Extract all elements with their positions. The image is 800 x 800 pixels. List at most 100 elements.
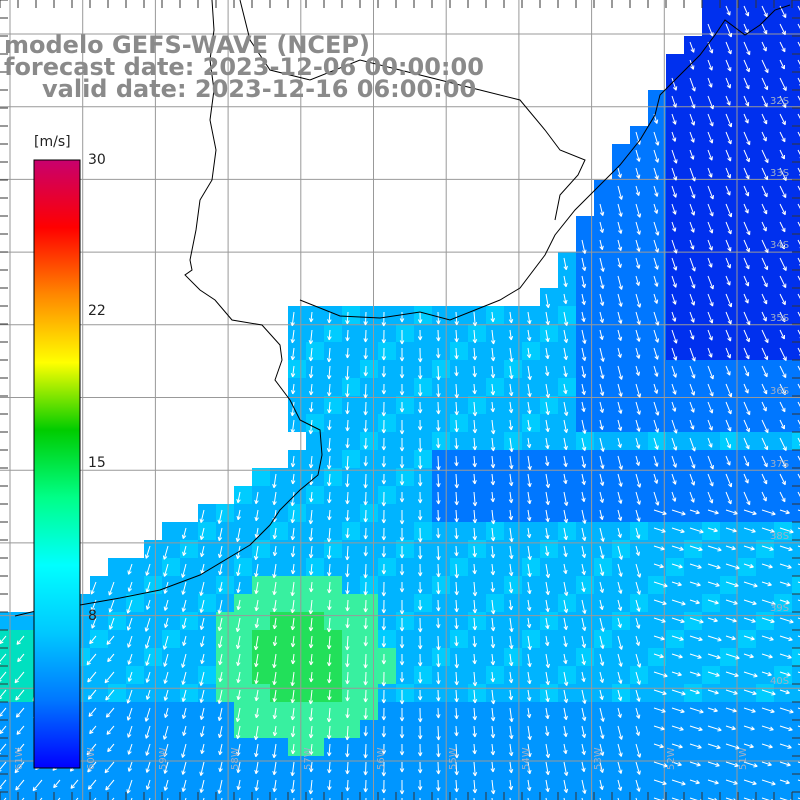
field-cell xyxy=(792,540,800,558)
wind-arrow xyxy=(725,761,739,768)
field-cell xyxy=(756,774,774,792)
field-cell xyxy=(432,378,450,396)
field-cell xyxy=(648,558,666,576)
wind-arrow xyxy=(490,347,496,362)
wind-arrow xyxy=(436,329,441,342)
field-cell xyxy=(576,792,594,800)
wind-arrow xyxy=(563,311,569,327)
wind-arrow xyxy=(345,635,350,651)
field-cell xyxy=(504,576,522,594)
field-cell xyxy=(342,468,360,486)
field-cell xyxy=(126,612,144,630)
field-cell xyxy=(702,198,720,216)
wind-arrow xyxy=(417,329,423,341)
wind-arrow xyxy=(490,545,496,559)
field-cell xyxy=(558,594,576,612)
wind-arrow xyxy=(436,509,441,522)
field-cell xyxy=(576,396,594,414)
field-cell xyxy=(414,702,432,720)
wind-arrow xyxy=(653,203,659,214)
wind-arrow xyxy=(454,725,459,737)
wind-arrow xyxy=(236,653,241,667)
wind-arrow xyxy=(527,473,532,488)
wind-arrow xyxy=(707,95,714,110)
wind-arrow xyxy=(509,725,514,740)
field-cell xyxy=(738,450,756,468)
wind-arrow xyxy=(345,725,350,741)
wind-arrow xyxy=(689,599,700,605)
colorbar-tick-8: 8 xyxy=(88,608,97,624)
field-cell xyxy=(648,486,666,504)
wind-arrow xyxy=(581,527,587,542)
wind-arrow xyxy=(779,491,786,503)
wind-arrow xyxy=(309,671,314,683)
field-cell xyxy=(558,252,576,270)
wind-arrow xyxy=(797,113,800,119)
wind-arrow xyxy=(472,671,478,687)
field-cell xyxy=(468,594,486,612)
field-cell xyxy=(756,630,774,648)
wind-arrow xyxy=(182,635,187,647)
wind-arrow xyxy=(363,329,368,343)
wind-arrow xyxy=(381,491,387,507)
field-cell xyxy=(342,630,360,648)
field-cell xyxy=(36,792,54,800)
wind-arrow xyxy=(635,221,641,235)
field-cell xyxy=(594,504,612,522)
wind-arrow xyxy=(617,761,623,774)
wind-arrow xyxy=(617,725,623,740)
wind-arrow xyxy=(761,725,774,731)
coastline xyxy=(14,0,323,617)
field-cell xyxy=(792,342,800,360)
field-cell xyxy=(774,504,792,522)
field-cell xyxy=(738,432,756,450)
wind-arrow xyxy=(707,113,714,127)
field-cell xyxy=(666,522,684,540)
wind-arrow xyxy=(671,581,682,587)
wind-arrow xyxy=(509,365,514,380)
field-cell xyxy=(594,630,612,648)
wind-arrow xyxy=(290,365,296,378)
wind-arrow xyxy=(563,527,568,541)
field-cell xyxy=(684,108,702,126)
wind-arrow xyxy=(490,617,496,632)
wind-arrow xyxy=(472,563,477,575)
field-cell xyxy=(774,108,792,126)
wind-arrow xyxy=(689,563,702,569)
wind-arrow xyxy=(671,419,678,434)
field-cell xyxy=(306,594,324,612)
field-cell xyxy=(180,792,198,800)
wind-arrow xyxy=(363,563,368,579)
wind-arrow xyxy=(381,473,387,485)
wind-arrow xyxy=(472,347,478,361)
field-cell xyxy=(522,504,540,522)
wind-arrow xyxy=(599,275,605,289)
wind-arrow xyxy=(761,5,768,18)
wind-arrow xyxy=(436,473,441,488)
wind-arrow xyxy=(345,671,350,685)
wind-arrow xyxy=(671,185,677,198)
field-cell xyxy=(288,558,306,576)
wind-arrow xyxy=(236,563,241,577)
field-cell xyxy=(684,216,702,234)
wind-arrow xyxy=(689,347,696,362)
wind-arrow xyxy=(617,293,623,307)
wind-arrow xyxy=(761,509,776,516)
field-cell xyxy=(792,774,800,792)
wind-arrow xyxy=(253,545,259,561)
field-cell xyxy=(684,612,702,630)
wind-arrow xyxy=(761,167,769,181)
wind-arrow xyxy=(725,617,737,623)
wind-arrow xyxy=(472,761,478,777)
wind-arrow xyxy=(797,329,800,339)
wind-arrow xyxy=(345,329,350,342)
field-cell xyxy=(738,558,756,576)
wind-arrow xyxy=(725,707,737,713)
wind-arrow xyxy=(308,563,314,576)
wind-arrow xyxy=(761,707,775,714)
wind-arrow xyxy=(272,599,277,613)
wind-arrow xyxy=(218,743,223,756)
field-cell xyxy=(414,630,432,648)
field-cell xyxy=(108,648,126,666)
wind-arrow xyxy=(472,383,477,395)
